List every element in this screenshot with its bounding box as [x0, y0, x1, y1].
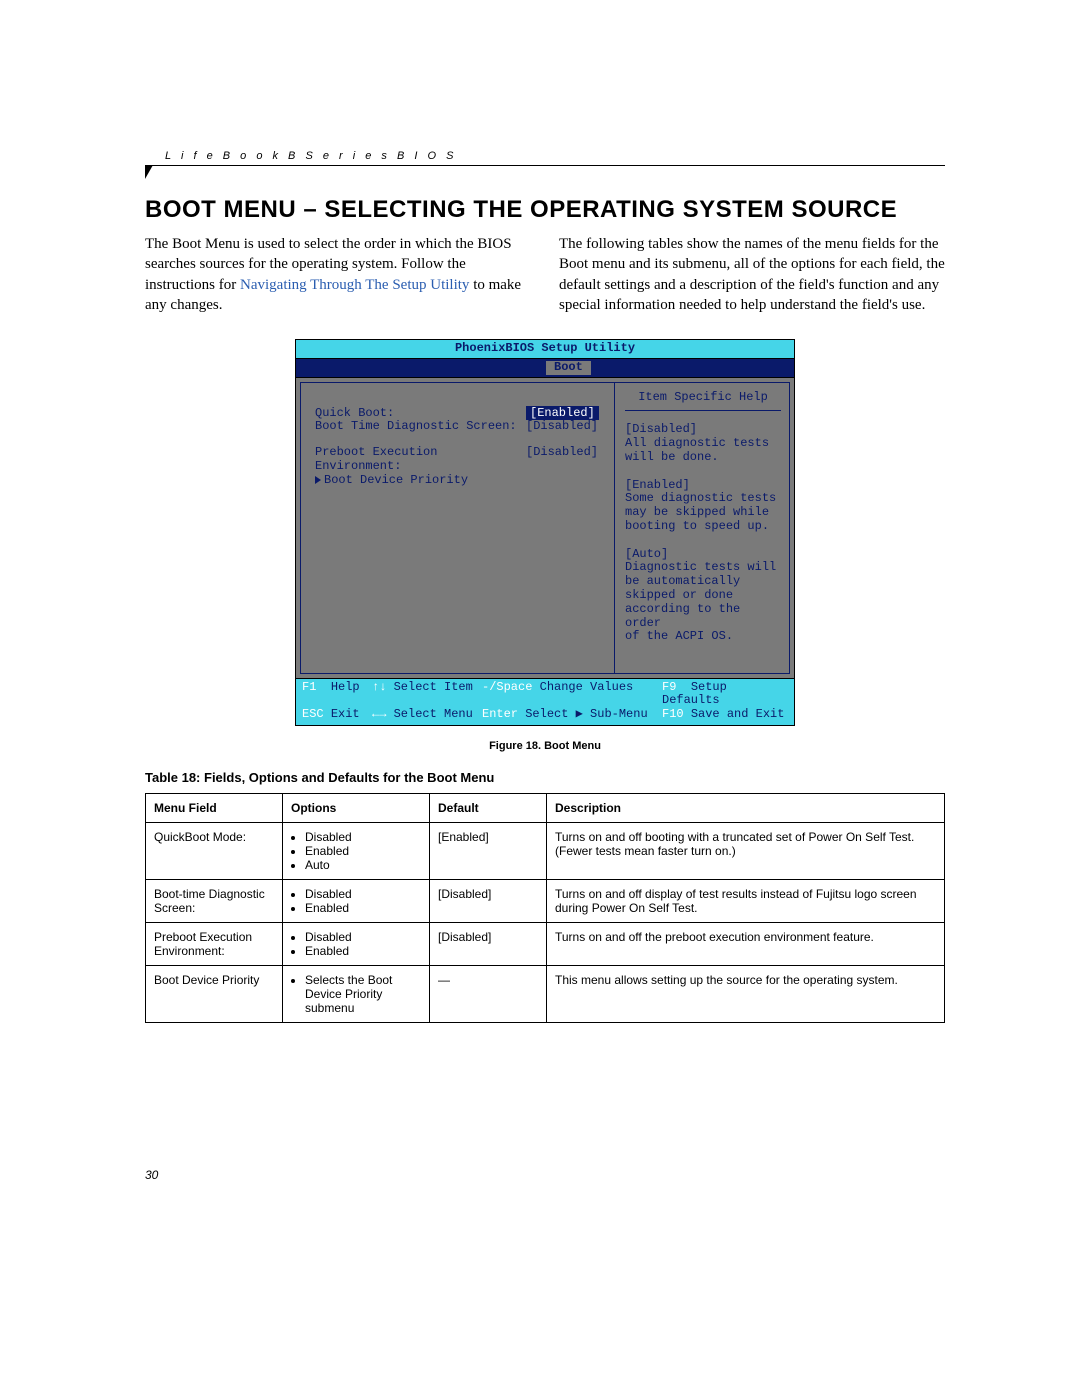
th-default: Default	[430, 793, 547, 822]
bios-footer: F1 Help ↑↓ Select Item -/Space Change Va…	[296, 678, 794, 725]
bios-tab-bar: Boot	[296, 359, 794, 378]
option-item: Enabled	[305, 944, 421, 958]
intro-left: The Boot Menu is used to select the orde…	[145, 234, 531, 315]
option-item: Auto	[305, 858, 421, 872]
intro-columns: The Boot Menu is used to select the orde…	[145, 234, 945, 315]
table-header-row: Menu Field Options Default Description	[146, 793, 945, 822]
cell-menu-field: Boot Device Priority	[146, 965, 283, 1022]
bios-help-body: [Disabled] All diagnostic tests will be …	[625, 423, 781, 644]
option-item: Disabled	[305, 830, 421, 844]
intro-link: Navigating Through The Setup Utility	[240, 277, 469, 293]
table-row: Boot-time Diagnostic Screen:DisabledEnab…	[146, 879, 945, 922]
header-breadcrumb: L i f e B o o k B S e r i e s B I O S	[165, 150, 463, 162]
cell-default: [Disabled]	[430, 922, 547, 965]
table-row: Preboot Execution Environment:DisabledEn…	[146, 922, 945, 965]
option-item: Disabled	[305, 930, 421, 944]
intro-right: The following tables show the names of t…	[559, 234, 945, 315]
option-item: Disabled	[305, 887, 421, 901]
triangle-right-icon	[315, 476, 321, 484]
option-item: Enabled	[305, 844, 421, 858]
table-title: Table 18: Fields, Options and Defaults f…	[145, 770, 945, 785]
cell-options: DisabledEnabled	[283, 922, 430, 965]
bios-row-value: [Disabled]	[526, 420, 606, 434]
bios-row-value-selected: [Enabled]	[526, 406, 599, 420]
option-item: Enabled	[305, 901, 421, 915]
cell-options: DisabledEnabled	[283, 879, 430, 922]
bios-screenshot: PhoenixBIOS Setup Utility Boot Quick Boo…	[295, 339, 795, 726]
cell-options: DisabledEnabledAuto	[283, 822, 430, 879]
cell-default: [Enabled]	[430, 822, 547, 879]
cell-menu-field: Preboot Execution Environment:	[146, 922, 283, 965]
th-options: Options	[283, 793, 430, 822]
cell-description: Turns on and off display of test results…	[547, 879, 945, 922]
th-description: Description	[547, 793, 945, 822]
bios-help-title: Item Specific Help	[625, 391, 781, 412]
bios-row-label: Preboot Execution Environment:	[315, 446, 526, 474]
bios-tab-boot: Boot	[546, 361, 591, 375]
header-rule: L i f e B o o k B S e r i e s B I O S	[145, 165, 945, 166]
cell-description: Turns on and off the preboot execution e…	[547, 922, 945, 965]
table-row: QuickBoot Mode:DisabledEnabledAuto[Enabl…	[146, 822, 945, 879]
cell-options: Selects the Boot Device Priority submenu	[283, 965, 430, 1022]
bios-row-label: Boot Time Diagnostic Screen:	[315, 420, 526, 434]
header-arrow-icon	[145, 165, 153, 179]
cell-menu-field: Boot-time Diagnostic Screen:	[146, 879, 283, 922]
bios-title: PhoenixBIOS Setup Utility	[296, 340, 794, 359]
figure-caption: Figure 18. Boot Menu	[145, 740, 945, 752]
page-number: 30	[145, 1168, 158, 1182]
cell-description: Turns on and off booting with a truncate…	[547, 822, 945, 879]
options-table: Menu Field Options Default Description Q…	[145, 793, 945, 1023]
cell-description: This menu allows setting up the source f…	[547, 965, 945, 1022]
bios-left-pane: Quick Boot: [Enabled] Boot Time Diagnost…	[301, 383, 614, 673]
bios-help-pane: Item Specific Help [Disabled] All diagno…	[614, 383, 789, 673]
cell-menu-field: QuickBoot Mode:	[146, 822, 283, 879]
section-title: BOOT MENU – SELECTING THE OPERATING SYST…	[145, 196, 945, 224]
cell-default: —	[430, 965, 547, 1022]
table-row: Boot Device Priority Selects the Boot Dev…	[146, 965, 945, 1022]
table-body: QuickBoot Mode:DisabledEnabledAuto[Enabl…	[146, 822, 945, 1022]
bios-row-label: Quick Boot:	[315, 407, 526, 421]
bios-row-value: [Disabled]	[526, 446, 606, 474]
bios-submenu: Boot Device Priority	[315, 474, 606, 488]
option-item: Selects the Boot Device Priority submenu	[305, 973, 421, 1015]
document-page: L i f e B o o k B S e r i e s B I O S BO…	[0, 0, 1080, 1397]
th-menu-field: Menu Field	[146, 793, 283, 822]
cell-default: [Disabled]	[430, 879, 547, 922]
